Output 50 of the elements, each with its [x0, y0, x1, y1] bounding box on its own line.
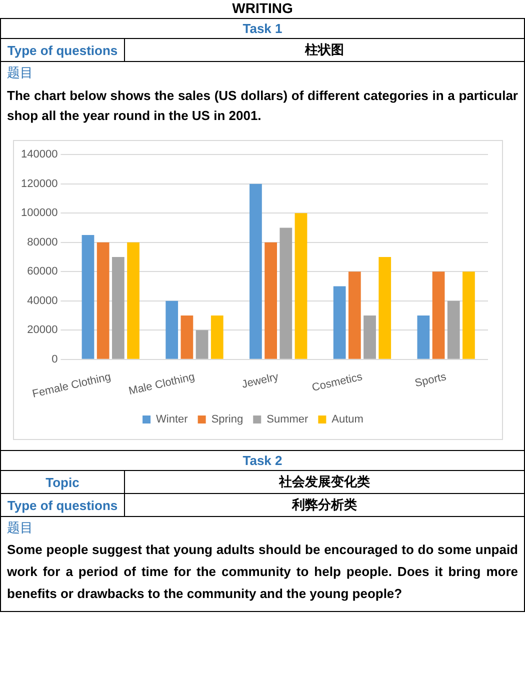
y-tick-label: 140000: [20, 148, 58, 161]
bar: [417, 316, 430, 359]
text: 题目: [7, 64, 34, 82]
bar: [447, 300, 460, 359]
legend-label: Winter: [156, 414, 188, 426]
text: Type of questions: [0, 494, 124, 516]
text: Some people suggest that young adults should be encouraged to do some unpaid work for a period of time for the community to help people. Does it bring more benefits or drawbacks to the community and the young people?: [7, 541, 518, 603]
y-tick-label: 120000: [20, 178, 58, 190]
bar: [333, 286, 346, 359]
y-tick-label: 100000: [20, 207, 58, 220]
text: 利弊分析类: [124, 494, 524, 516]
text: Task 2: [0, 450, 524, 470]
legend-label: Autum: [332, 414, 364, 426]
y-tick-label: 60000: [27, 266, 58, 278]
bar: [294, 213, 308, 359]
y-tick-label: 80000: [27, 236, 58, 248]
text: 柱状图: [124, 38, 524, 62]
legend-label: Spring: [211, 414, 244, 426]
bar: [250, 184, 262, 359]
bar: [432, 272, 445, 359]
chart-title: WRITING: [231, 0, 294, 18]
text: The chart below shows the sales (US dollars) of different categories in a particular shop all the year round in the US in 2001.: [7, 87, 518, 125]
text: 社会发展变化类: [124, 470, 524, 494]
y-tick-label: 20000: [27, 324, 58, 336]
x-tick-label: Female Clothing: [31, 370, 112, 400]
bar: [264, 242, 277, 359]
x-tick-label: Cosmetics: [310, 370, 364, 394]
text: 题目: [7, 519, 34, 537]
text: Task 1: [0, 18, 524, 38]
bar: [462, 272, 475, 359]
legend-label: Summer: [266, 414, 309, 426]
bar: [96, 242, 110, 359]
bar: [280, 228, 292, 359]
bar: [196, 330, 208, 359]
bar: [210, 316, 224, 359]
bar: [127, 242, 140, 359]
bar: [364, 316, 376, 359]
bar: [180, 316, 194, 359]
x-tick-label: Sports: [414, 370, 448, 390]
bar: [112, 256, 124, 359]
x-tick-label: Male Clothing: [128, 370, 196, 398]
bar: [378, 256, 392, 359]
y-tick-label: 0: [52, 353, 58, 366]
bar: [166, 300, 178, 359]
bar: [348, 272, 361, 359]
bar: [82, 235, 94, 359]
text: Topic: [0, 470, 124, 494]
x-tick-label: Jewelry: [240, 370, 280, 391]
text: Type of questions: [0, 38, 124, 62]
y-tick-label: 40000: [27, 294, 58, 307]
